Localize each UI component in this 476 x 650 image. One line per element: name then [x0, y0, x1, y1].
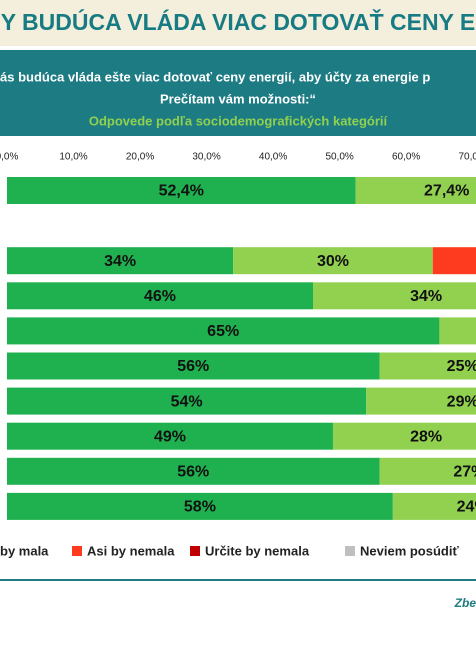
source: Zbe	[454, 596, 476, 610]
subtitle: Odpovede podľa sociodemografických kateg…	[89, 113, 388, 128]
value-label: 25%	[447, 358, 476, 375]
bar-segment	[432, 247, 476, 275]
value-label: 34%	[410, 288, 442, 305]
value-label: 28%	[410, 428, 442, 445]
bar-segment	[6, 352, 380, 380]
question: ás budúca vláda ešte viac dotovať ceny e…	[0, 69, 430, 84]
bar-segment	[355, 177, 476, 204]
bar-segment	[6, 422, 333, 450]
legend-label: Neviem posúdiť	[360, 543, 459, 558]
title-banner	[0, 0, 476, 46]
bar-segment	[6, 457, 380, 485]
bar-segment	[392, 492, 476, 520]
legend-label: Asi by nemala	[87, 543, 175, 558]
value-label: 56%	[177, 358, 209, 375]
x-tick-label: 30,0%	[192, 152, 220, 163]
value-label: 54%	[171, 393, 203, 410]
value-label: 30%	[317, 253, 349, 270]
chart-title: Y BUDÚCA VLÁDA VIAC DOTOVAŤ CENY E	[1, 8, 476, 35]
question-band	[0, 50, 476, 136]
bar-segment	[379, 352, 476, 380]
x-tick-label: 10,0%	[59, 152, 87, 163]
legend-swatch	[190, 546, 200, 556]
bar-segment	[366, 387, 476, 415]
bar-segment	[439, 317, 476, 345]
x-tick-label: 60,0%	[392, 152, 420, 163]
value-label: 52,4%	[159, 183, 204, 200]
legend-swatch	[345, 546, 355, 556]
value-label: 46%	[144, 288, 176, 305]
question-note: Prečítam vám možnosti:“	[160, 91, 316, 106]
value-label: 58%	[184, 499, 216, 516]
legend-swatch	[72, 546, 82, 556]
value-label: 27,4%	[424, 183, 469, 200]
bar-segment	[6, 492, 393, 520]
value-label: 49%	[154, 428, 186, 445]
bar-segment	[6, 177, 356, 204]
value-label: 56%	[177, 464, 209, 481]
x-tick-label: 40,0%	[259, 152, 287, 163]
bar-segment	[313, 282, 476, 310]
bar-segment	[379, 457, 476, 485]
x-tick-label: 50,0%	[325, 152, 353, 163]
value-label: 65%	[207, 323, 239, 340]
bar-segment	[6, 317, 440, 345]
legend-label: by mala	[0, 543, 49, 558]
value-label: 34%	[104, 253, 136, 270]
bar-segment	[6, 387, 367, 415]
bar-segment	[332, 422, 476, 450]
x-tick-label: 0,0%	[0, 152, 18, 163]
x-tick-label: 70,0%	[458, 152, 476, 163]
value-label: 24%	[457, 499, 476, 516]
legend-label: Určite by nemala	[205, 543, 310, 558]
bar-segment	[233, 247, 433, 275]
bar-segment	[6, 282, 314, 310]
bar-segment	[6, 247, 234, 275]
x-tick-label: 20,0%	[126, 152, 154, 163]
value-label: 29%	[447, 393, 476, 410]
value-label: 27%	[453, 464, 476, 481]
